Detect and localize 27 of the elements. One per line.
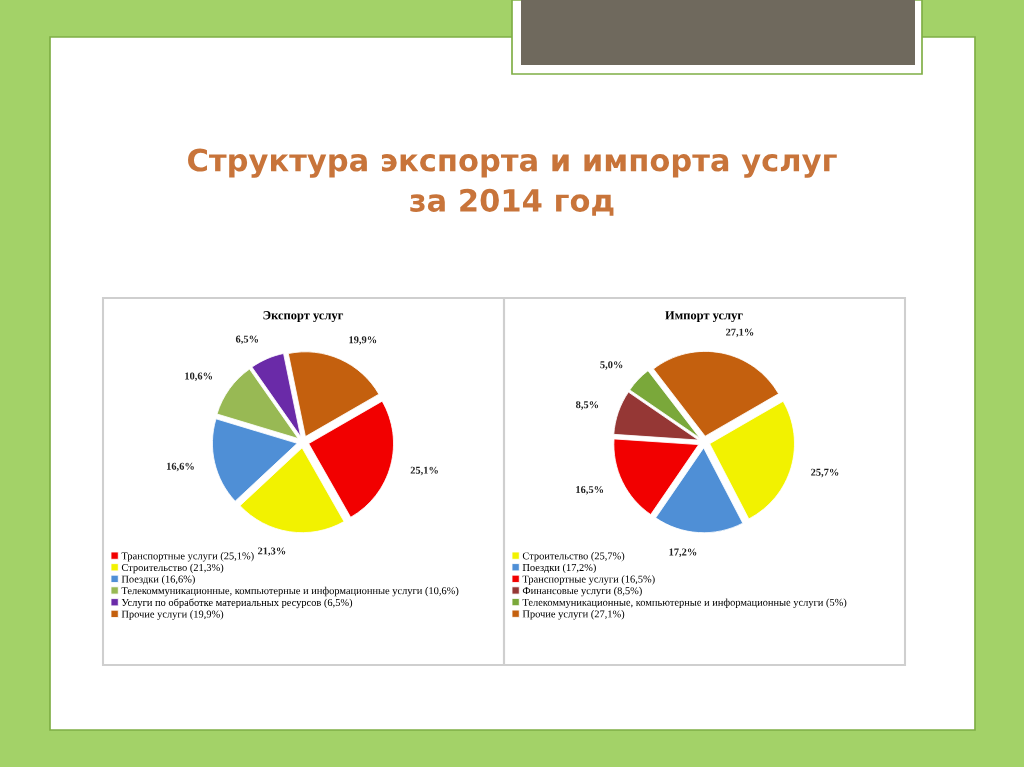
chart-title: Импорт услуг (665, 311, 743, 323)
data-label: 19,9% (349, 336, 377, 345)
chart-title: Экспорт услуг (263, 311, 344, 323)
data-label: 16,5% (576, 486, 604, 495)
legend-label: Прочие услуги (27,1%) (522, 610, 625, 620)
data-label: 16,6% (166, 462, 194, 472)
legend-label: Поездки (17,2%) (522, 563, 596, 574)
legend-label: Строительство (25,7%) (522, 552, 625, 562)
legend-label: Прочие услуги (19,9%) (121, 610, 224, 620)
data-label: 27,1% (726, 328, 754, 338)
legend-label: Строительство (21,3%) (121, 563, 224, 574)
data-label: 6,5% (235, 335, 259, 345)
legend-label: Телекоммуникационные, компьютерные и информационные услуги (10,6%) (121, 586, 459, 597)
data-label: 25,1% (410, 466, 438, 476)
data-label: 5,0% (600, 361, 623, 370)
legend-label: Транспортные услуги (25,1%) (121, 552, 254, 562)
legend-label: Поездки (16,6%) (121, 575, 195, 585)
text: Структура экспорта и импорта услуг за 2014 год (188, 148, 837, 216)
data-label: 17,2% (669, 548, 697, 557)
legend-label: Телекоммуникационные, компьютерные и информационные услуги (5%) (522, 598, 847, 608)
legend-label: Финансовые услуги (8,5%) (522, 586, 642, 597)
data-label: 25,7% (811, 468, 839, 478)
legend-label: Транспортные услуги (16,5%) (522, 575, 655, 585)
data-label: 10,6% (185, 372, 213, 382)
data-label: 8,5% (575, 401, 599, 410)
data-label: 21,3% (257, 547, 286, 556)
legend-label: Услуги по обработке материальных ресурсов (6,5%) (121, 598, 353, 609)
